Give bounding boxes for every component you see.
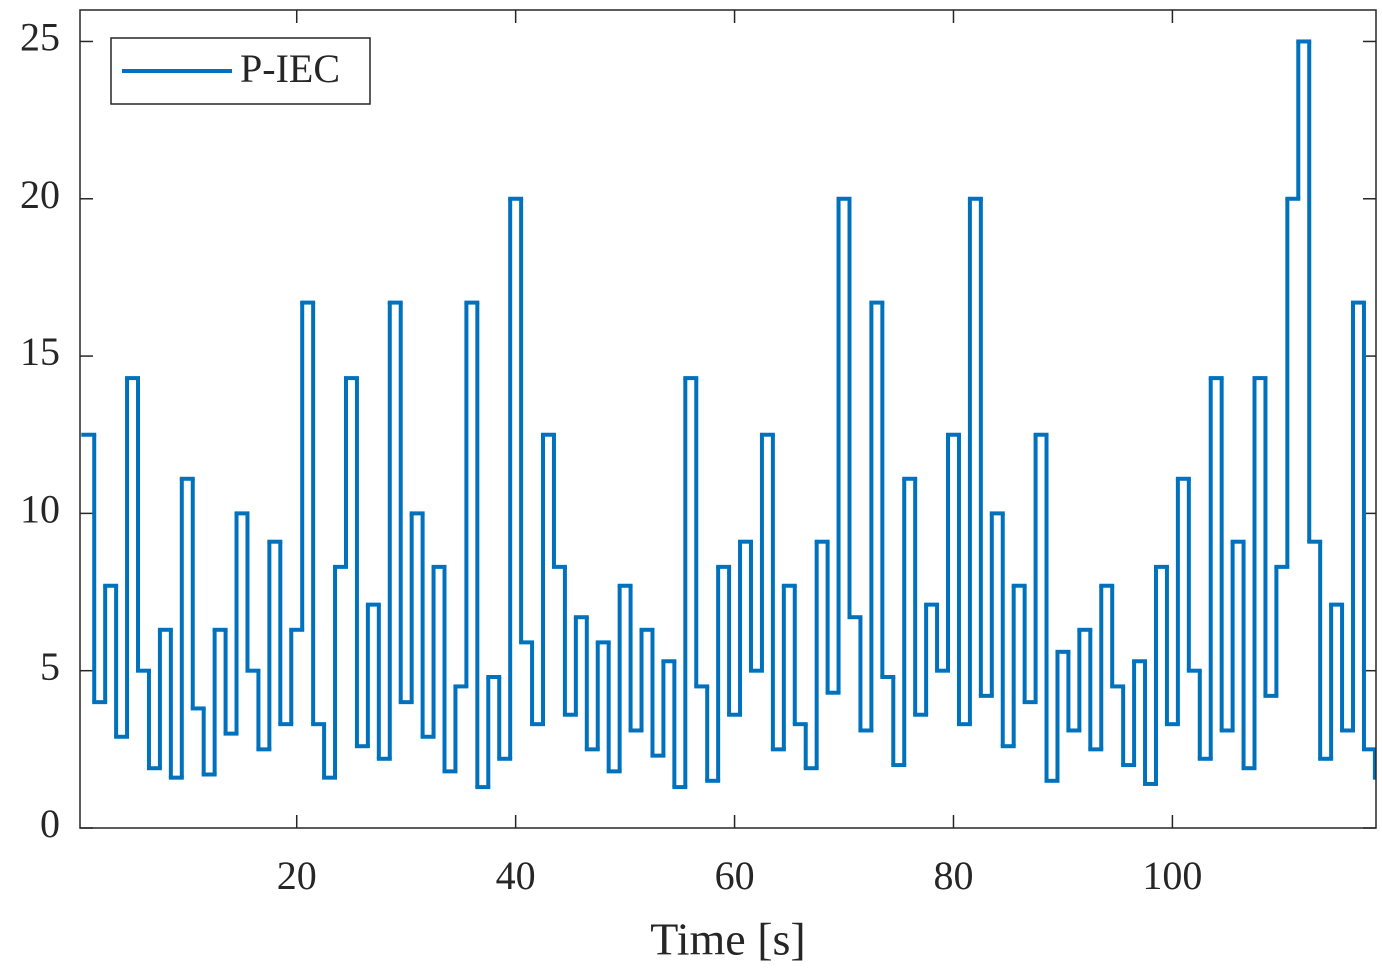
step-riser bbox=[92, 41, 1376, 788]
y-tick-label: 5 bbox=[40, 644, 60, 689]
legend-label: P-IEC bbox=[240, 46, 340, 91]
x-tick-label: 80 bbox=[933, 853, 973, 898]
axes-box bbox=[79, 9, 1377, 829]
y-tick-label: 10 bbox=[20, 487, 60, 532]
x-tick-label: 20 bbox=[277, 853, 317, 898]
plot-area bbox=[81, 39, 1376, 790]
y-tick-label: 25 bbox=[20, 15, 60, 60]
x-tick-label: 60 bbox=[715, 853, 755, 898]
y-tick-label: 15 bbox=[20, 329, 60, 374]
x-tick-label: 40 bbox=[496, 853, 536, 898]
x-axis-label: Time [s] bbox=[650, 914, 806, 965]
y-tick-label: 20 bbox=[20, 172, 60, 217]
x-tick-label: 100 bbox=[1142, 853, 1202, 898]
y-tick-label: 0 bbox=[40, 801, 60, 846]
